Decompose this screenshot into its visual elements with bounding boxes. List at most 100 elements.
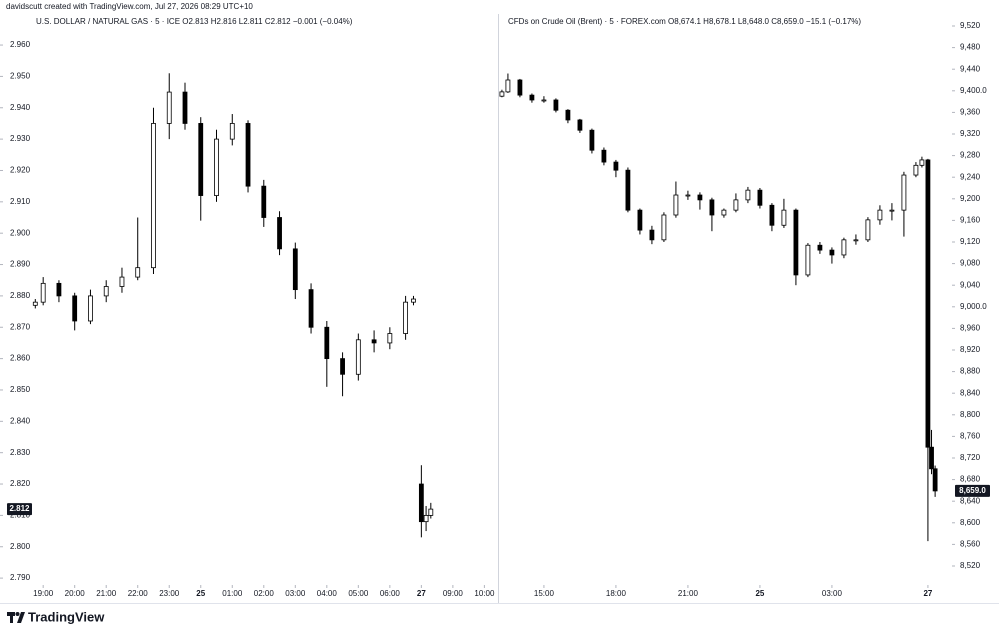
candle-body — [913, 164, 919, 176]
candle-body — [553, 99, 559, 111]
candle-body — [805, 244, 811, 276]
candle-body — [529, 94, 535, 101]
candle-body — [929, 446, 934, 470]
candle-body — [661, 214, 667, 241]
y-tick-label: 8,680 — [960, 475, 981, 484]
y-tick-label: 2.860 — [10, 354, 31, 363]
candle-body — [919, 159, 925, 166]
y-tick-label: 8,760 — [960, 432, 981, 441]
y-tick-label: 9,320 — [960, 129, 981, 138]
candle-body — [697, 194, 703, 201]
x-tick-label: 20:00 — [65, 589, 86, 598]
y-tick-label: 2.890 — [10, 260, 31, 269]
y-tick-label: 8,640 — [960, 496, 981, 505]
x-tick-label: 21:00 — [96, 589, 117, 598]
candle-body — [673, 194, 679, 216]
candle-body — [182, 91, 188, 124]
candle-body — [613, 161, 619, 171]
x-tick-label: 25 — [196, 589, 205, 598]
y-tick-label: 2.800 — [10, 542, 31, 551]
candle-body — [541, 99, 547, 102]
y-tick-label: 8,920 — [960, 345, 981, 354]
candle-body — [649, 229, 655, 241]
candle-body — [637, 209, 643, 231]
candle-body — [135, 267, 141, 278]
candle-body — [371, 339, 377, 344]
x-tick-label: 10:00 — [474, 589, 495, 598]
y-tick-label: 2.900 — [10, 228, 31, 237]
y-tick-label: 2.920 — [10, 166, 31, 175]
y-tick-label: 8,880 — [960, 367, 981, 376]
candle-body — [589, 129, 595, 151]
candle-body — [198, 123, 204, 196]
x-tick-label: 23:00 — [159, 589, 180, 598]
y-tick-label: 9,120 — [960, 237, 981, 246]
y-tick-label: 2.870 — [10, 322, 31, 331]
x-tick-label: 22:00 — [128, 589, 149, 598]
y-tick-label: 2.850 — [10, 385, 31, 394]
x-tick-label: 01:00 — [222, 589, 243, 598]
x-tick-label: 05:00 — [348, 589, 369, 598]
candle-body — [932, 468, 938, 492]
y-tick-label: 8,960 — [960, 324, 981, 333]
candle-body — [72, 295, 78, 322]
y-tick-label: 8,800 — [960, 410, 981, 419]
candle-body — [601, 149, 607, 163]
x-tick-label: 18:00 — [606, 589, 627, 598]
candle-body — [865, 219, 871, 241]
candle-body — [308, 289, 314, 328]
candle-body — [889, 209, 895, 212]
y-tick-label: 9,400.0 — [960, 86, 987, 95]
y-tick-label: 2.930 — [10, 134, 31, 143]
candle-body — [781, 209, 787, 226]
candle-body — [841, 239, 847, 256]
candle-body — [40, 282, 46, 303]
y-tick-label: 8,520 — [960, 561, 981, 570]
y-tick-label: 8,600 — [960, 518, 981, 527]
candle-body — [229, 123, 235, 140]
candle-body — [387, 333, 393, 344]
x-tick-label: 15:00 — [534, 589, 555, 598]
y-tick-label: 2.840 — [10, 416, 31, 425]
x-tick-label: 19:00 — [33, 589, 54, 598]
legend: CFDs on Crude Oil (Brent) · 5 · FOREX.co… — [508, 17, 861, 26]
candle-body — [340, 358, 345, 375]
y-tick-label: 9,360 — [960, 108, 981, 117]
candle-body — [853, 239, 859, 242]
candle-body — [32, 301, 38, 306]
candle-body — [733, 199, 739, 211]
candle-body — [88, 295, 93, 322]
y-tick-label: 9,480 — [960, 43, 981, 52]
candle-body — [245, 123, 251, 187]
x-tick-label: 02:00 — [254, 589, 275, 598]
candle-body — [151, 123, 156, 269]
header: davidscutt created with TradingView.com,… — [6, 2, 253, 11]
candle-body — [505, 79, 511, 93]
y-tick-label: 9,080 — [960, 259, 981, 268]
logo: TradingView — [28, 609, 105, 624]
y-tick-label: 2.790 — [10, 573, 31, 582]
candle-body — [877, 209, 883, 221]
x-tick-label: 09:00 — [443, 589, 464, 598]
candle-body — [577, 119, 583, 131]
y-tick-label: 8,720 — [960, 453, 981, 462]
y-tick-label: 9,200 — [960, 194, 981, 203]
y-tick-label: 9,160 — [960, 216, 981, 225]
y-tick-label: 9,000.0 — [960, 302, 987, 311]
candle-body — [56, 282, 62, 297]
candle-body — [793, 209, 799, 276]
candle-body — [403, 301, 409, 334]
y-tick-label: 2.830 — [10, 448, 31, 457]
logo-mark — [7, 612, 25, 623]
candle-body — [721, 209, 727, 216]
y-tick-label: 2.950 — [10, 72, 31, 81]
candle-body — [757, 189, 763, 206]
candle-body — [324, 326, 330, 360]
candle-body — [625, 169, 631, 211]
last-price-tag — [7, 503, 32, 516]
y-tick-label: 2.880 — [10, 291, 31, 300]
y-tick-label: 2.820 — [10, 479, 31, 488]
candle-body — [166, 91, 172, 124]
candle-body — [685, 194, 691, 197]
